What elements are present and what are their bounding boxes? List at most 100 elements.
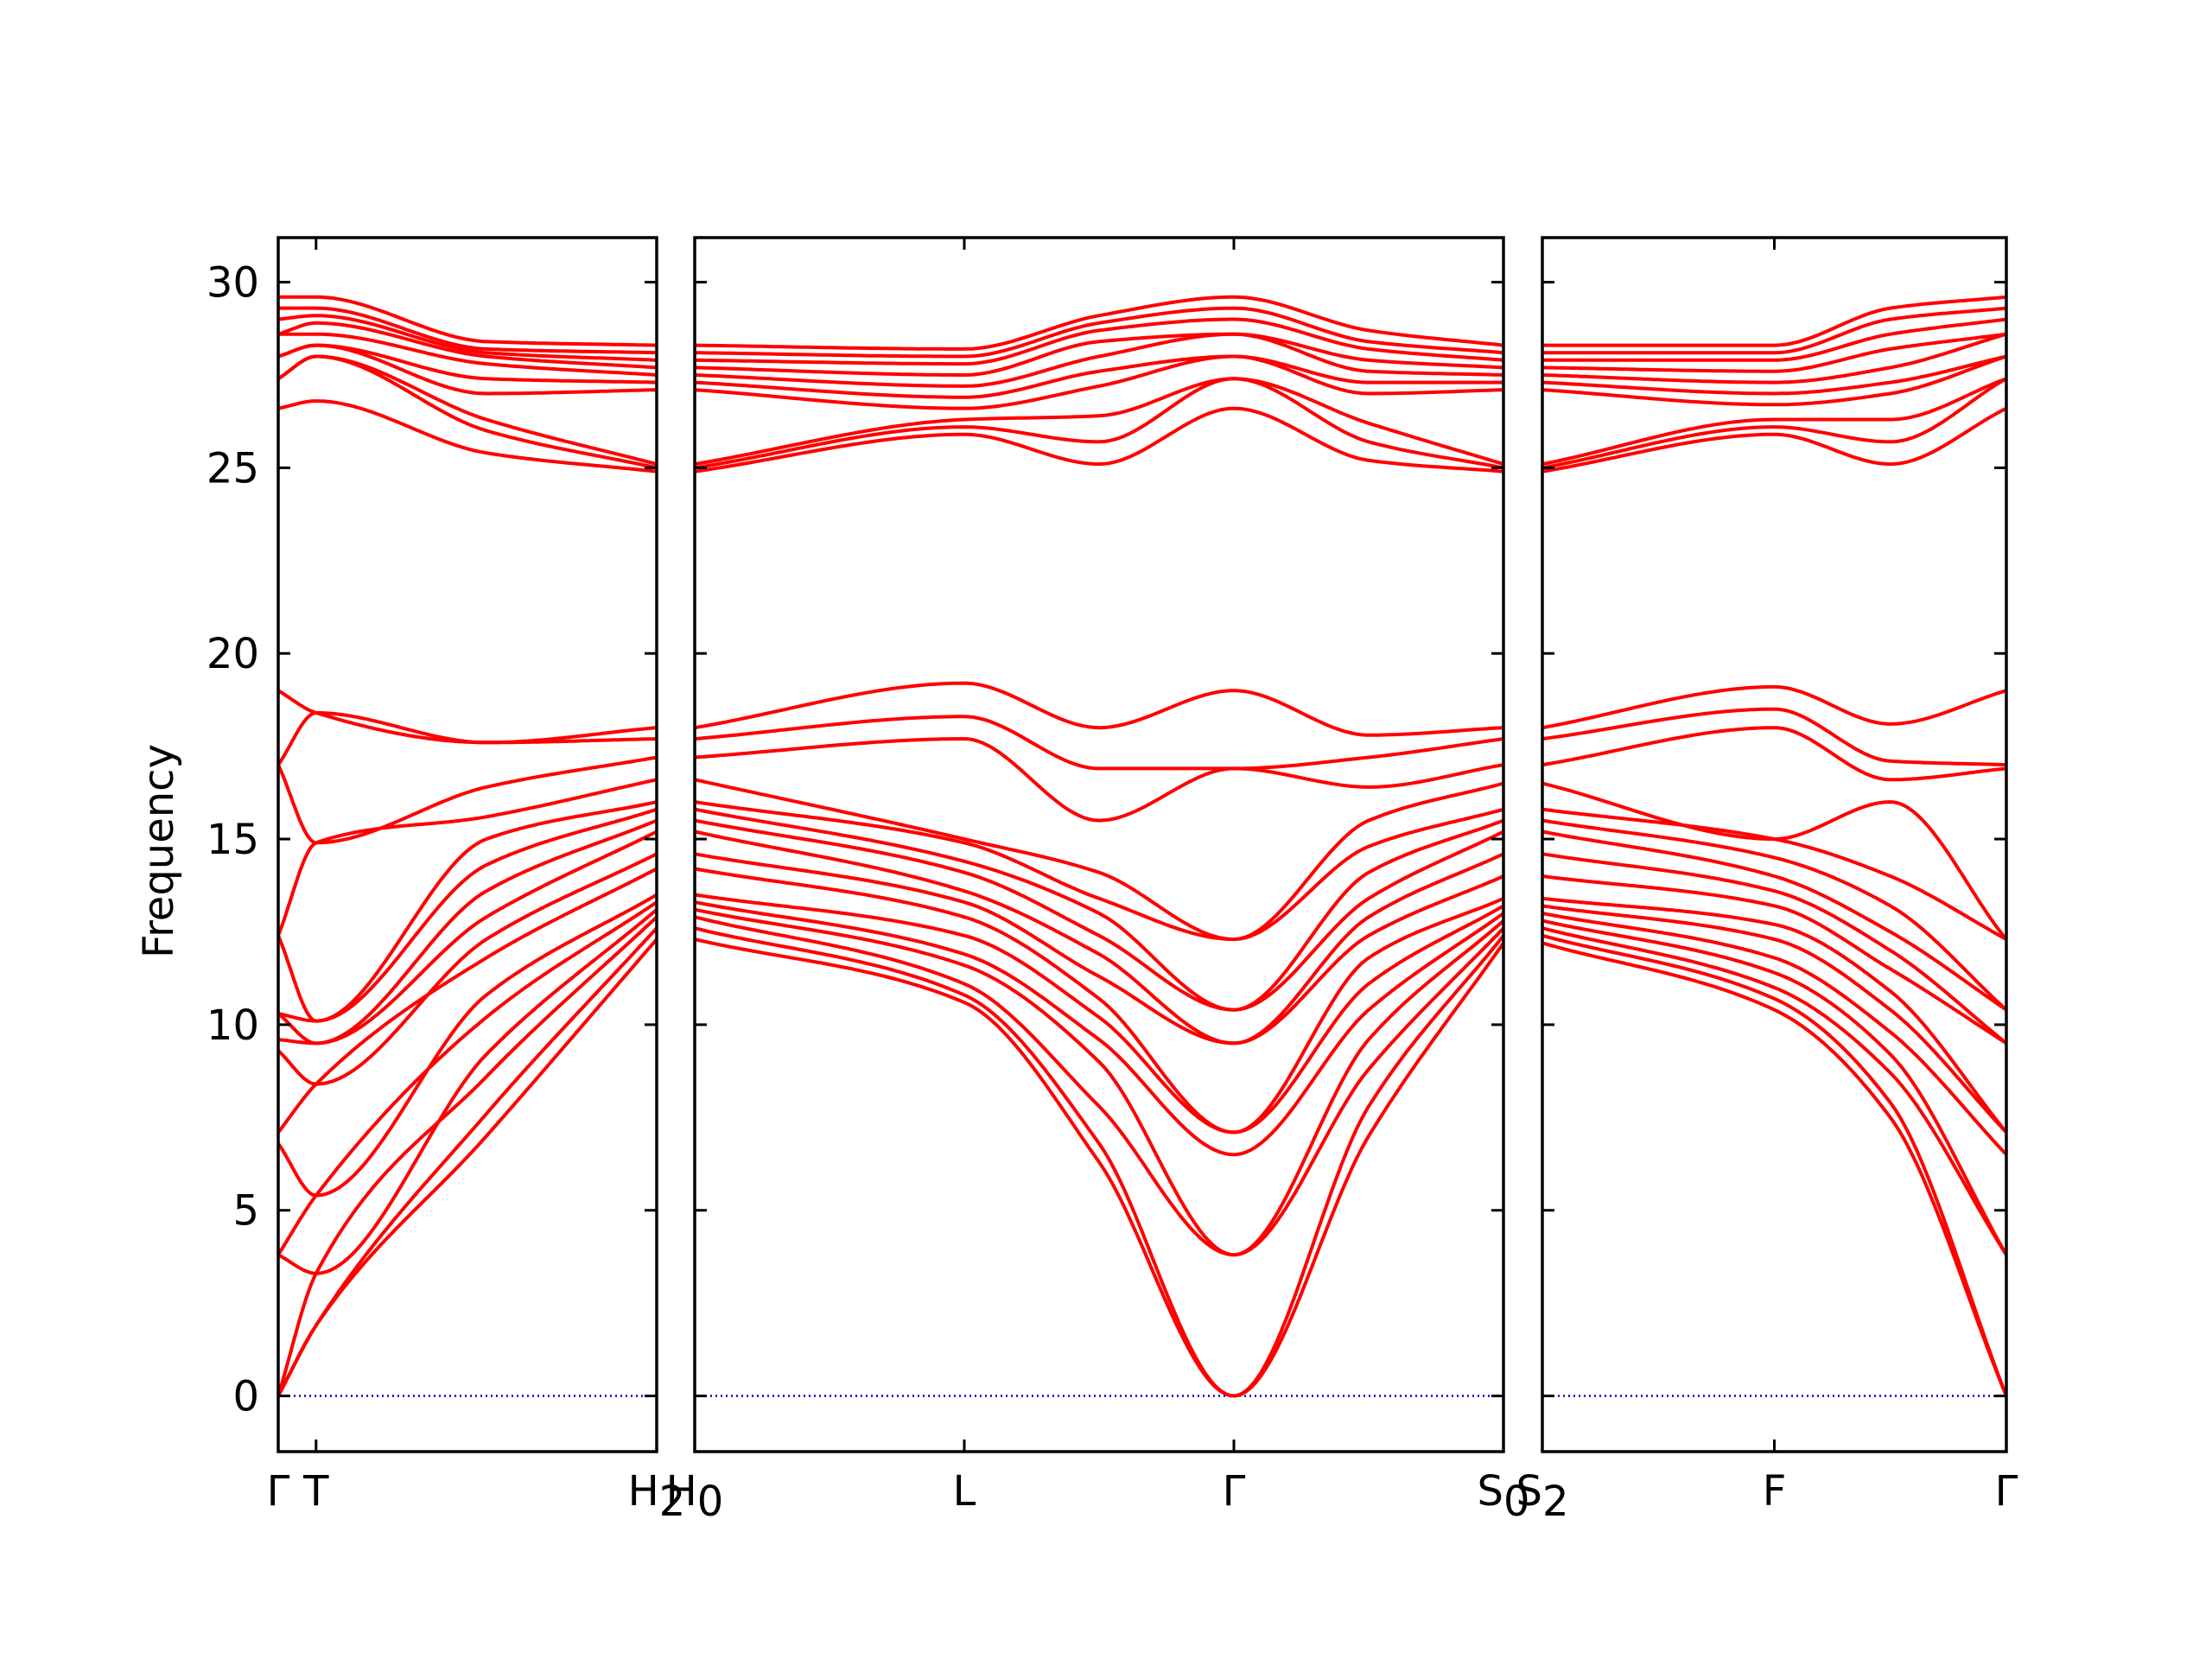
x-tick-label: F bbox=[1763, 1467, 1787, 1516]
band-line-15 bbox=[276, 711, 658, 766]
y-tick-label: 10 bbox=[207, 1001, 259, 1050]
band-line-9 bbox=[694, 830, 1504, 1046]
band-line-10 bbox=[694, 818, 1504, 1012]
band-line-3 bbox=[276, 915, 658, 1397]
band-line-21 bbox=[1541, 354, 2007, 396]
band-line-15 bbox=[694, 715, 1504, 771]
band-line-19 bbox=[276, 354, 658, 467]
x-tick-label: S2 bbox=[1516, 1467, 1568, 1526]
y-tick-label: 25 bbox=[207, 444, 259, 493]
band-line-23 bbox=[694, 332, 1504, 377]
y-tick-label: 20 bbox=[207, 630, 259, 678]
band-line-17 bbox=[694, 406, 1504, 474]
x-tick-label: H2 bbox=[628, 1467, 686, 1526]
x-tick-label: Γ bbox=[1995, 1467, 2018, 1516]
band-line-22 bbox=[1541, 332, 2007, 385]
band-line-19 bbox=[1541, 377, 2007, 467]
x-tick-label: T bbox=[302, 1467, 329, 1516]
band-line-10 bbox=[1541, 830, 2008, 1012]
band-line-10 bbox=[276, 818, 658, 1046]
band-line-19 bbox=[694, 377, 1504, 467]
band-line-8 bbox=[276, 852, 658, 1086]
band-line-13 bbox=[276, 778, 658, 937]
band-line-17 bbox=[1541, 406, 2007, 474]
band-line-2 bbox=[276, 926, 658, 1397]
band-line-13 bbox=[694, 778, 1504, 941]
band-line-5 bbox=[694, 900, 1505, 1157]
band-line-22 bbox=[278, 332, 658, 377]
band-line-7 bbox=[694, 867, 1504, 1135]
x-tick-label: Γ bbox=[267, 1467, 290, 1516]
y-axis-label: Frequency bbox=[135, 744, 183, 958]
band-line-11 bbox=[1541, 818, 2008, 1012]
band-line-14 bbox=[1541, 726, 2007, 782]
band-line-2 bbox=[694, 926, 1505, 1398]
band-lines bbox=[694, 295, 1505, 1398]
band-line-21 bbox=[694, 354, 1503, 399]
band-line-16 bbox=[694, 681, 1504, 737]
band-line-25 bbox=[694, 306, 1504, 359]
panel-2: H0 L Γ S0 bbox=[666, 236, 1530, 1526]
band-line-13 bbox=[1541, 781, 2008, 941]
band-line-3 bbox=[1541, 926, 2008, 1256]
band-line-26 bbox=[1542, 295, 2007, 347]
band-line-26 bbox=[694, 295, 1504, 351]
band-line-12 bbox=[694, 800, 1504, 941]
band-line-9 bbox=[1541, 852, 2008, 1045]
y-tick-label: 0 bbox=[232, 1373, 259, 1421]
band-line-20 bbox=[1541, 354, 2007, 407]
band-line-1 bbox=[276, 938, 658, 1397]
band-line-25 bbox=[278, 306, 658, 355]
y-tick-label: 5 bbox=[232, 1187, 259, 1236]
x-tick-label: S0 bbox=[1477, 1467, 1529, 1526]
band-line-2 bbox=[1541, 933, 2008, 1397]
band-line-14 bbox=[694, 737, 1504, 823]
y-tick-label: 30 bbox=[207, 259, 259, 308]
band-line-15 bbox=[1541, 707, 2007, 767]
band-line-23 bbox=[277, 321, 658, 370]
band-line-5 bbox=[276, 900, 658, 1256]
band-lines bbox=[276, 295, 658, 1397]
band-line-22 bbox=[694, 332, 1504, 388]
band-line-4 bbox=[694, 907, 1505, 1257]
band-line-16 bbox=[1541, 684, 2007, 730]
band-line-17 bbox=[277, 399, 658, 474]
axes-frame bbox=[276, 236, 658, 1453]
band-line-21 bbox=[277, 343, 658, 385]
y-tick-label: 15 bbox=[207, 816, 259, 864]
band-line-24 bbox=[277, 314, 658, 362]
band-line-6 bbox=[1541, 904, 2008, 1134]
band-line-26 bbox=[278, 295, 658, 347]
band-line-1 bbox=[694, 938, 1505, 1398]
band-line-1 bbox=[1541, 941, 2008, 1397]
band-line-24 bbox=[1542, 317, 2007, 362]
band-line-7 bbox=[276, 867, 658, 1134]
axes-frame bbox=[693, 236, 1505, 1453]
band-line-6 bbox=[694, 893, 1504, 1135]
band-line-18 bbox=[1541, 377, 2007, 470]
band-line-11 bbox=[694, 807, 1504, 1012]
band-line-24 bbox=[694, 317, 1504, 366]
panel-3: S2 F Γ bbox=[1516, 236, 2018, 1526]
band-line-16 bbox=[276, 689, 658, 745]
x-tick-label: H0 bbox=[666, 1467, 724, 1526]
band-line-23 bbox=[1542, 332, 2007, 373]
band-line-5 bbox=[1541, 912, 2008, 1156]
band-line-7 bbox=[1541, 896, 2008, 1134]
x-tick-label: Γ bbox=[1223, 1467, 1246, 1516]
band-line-12 bbox=[276, 800, 658, 1023]
band-line-14 bbox=[276, 755, 658, 845]
band-line-8 bbox=[1541, 874, 2008, 1046]
band-line-18 bbox=[694, 377, 1504, 470]
band-line-3 bbox=[694, 915, 1505, 1257]
band-line-6 bbox=[276, 893, 658, 1198]
band-line-4 bbox=[1541, 918, 2008, 1256]
band-line-20 bbox=[694, 354, 1504, 410]
band-lines bbox=[1541, 295, 2008, 1397]
band-line-25 bbox=[1542, 306, 2007, 355]
x-tick-label: L bbox=[953, 1467, 976, 1516]
band-line-8 bbox=[694, 852, 1504, 1046]
band-line-4 bbox=[277, 908, 658, 1275]
